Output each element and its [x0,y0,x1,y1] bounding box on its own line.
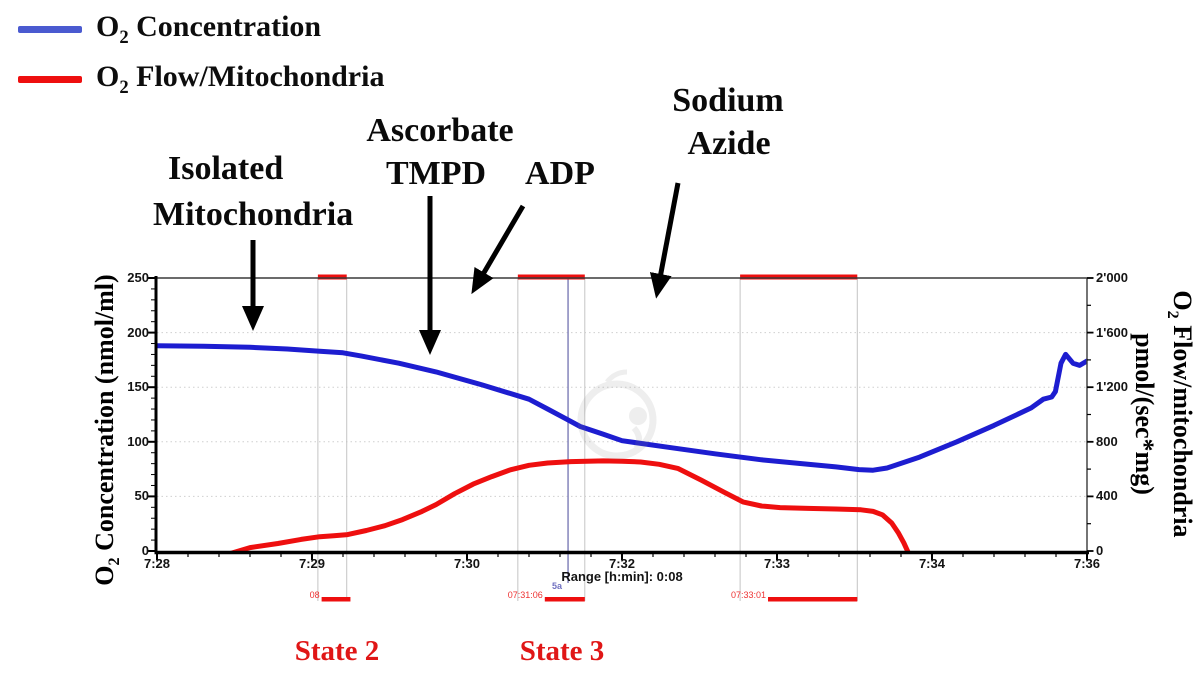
event-label: 5a [552,581,563,591]
x-tick-label: 7:32 [608,556,636,571]
legend-swatch-concentration [18,25,82,33]
x-tick-label: 7:36 [1073,556,1101,571]
x-tick-label: 7:34 [918,556,945,571]
y-left-tick-label: 200 [127,324,149,340]
y-right-tick-label: 2'000 [1096,270,1129,285]
x-tick-label: 7:30 [453,556,480,571]
annotation-azide: Azide [687,125,771,162]
y-left-tick-label: 250 [127,270,149,285]
annotation-isolated-line2: Mitochondria [153,196,354,233]
y-left-tick-label: 100 [127,433,149,449]
y-right-tick-label: 1'600 [1096,324,1129,340]
y-left-tick-label: 150 [127,379,149,395]
annotation-ascorbate: Ascorbate [366,112,514,149]
legend-item-o2-concentration: O2 Concentration [18,9,322,48]
legend-item-o2-flow: O2 Flow/Mitochondria [18,59,385,98]
annotation-isolated-line1: Isolated [168,150,284,187]
y-right-tick-label: 1'200 [1096,379,1129,395]
annotation-tmpd: TMPD [385,155,487,192]
mark-time-label: 08 [309,590,320,600]
y-right-tick-label: 0 [1096,543,1104,558]
y-left-tick-label: 0 [141,543,149,558]
state2-label: State 2 [294,635,380,667]
y-right-axis-title-line1: O2 Flow/mitochondria [1163,290,1198,538]
x-tick-label: 7:28 [143,556,171,571]
x-axis-range-note: Range [h:min]: 0:08 [561,569,683,584]
y-left-axis-title: O2 Concentration (nmol/ml) [89,274,124,586]
adp-arrow [471,204,526,295]
watermark-logo [577,369,657,460]
legend-label-concentration: O2 Concentration [96,9,322,48]
mark-time-label: 07:33:01 [730,590,766,600]
y-left-tick-label: 50 [134,488,149,504]
annotation-sodium: Sodium [672,82,784,119]
x-tick-label: 7:29 [299,556,326,571]
y-right-tick-label: 800 [1096,433,1118,449]
legend-swatch-flow [18,75,82,83]
x-tick-label: 7:33 [764,556,791,571]
annotation-adp: ADP [525,155,595,192]
state3-label: State 3 [519,635,605,667]
legend-label-flow: O2 Flow/Mitochondria [96,59,385,98]
y-right-tick-label: 400 [1096,488,1118,504]
mark-time-label: 07:31:06 [507,590,543,600]
sodium-azide-arrow [649,182,681,299]
